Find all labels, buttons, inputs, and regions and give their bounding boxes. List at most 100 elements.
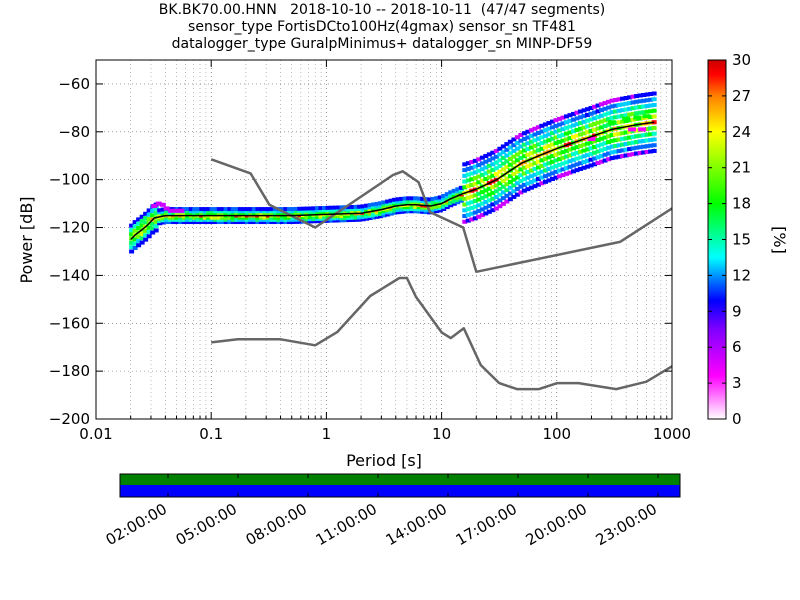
density-cell — [392, 208, 398, 213]
density-cell — [462, 185, 468, 190]
density-cell — [644, 132, 650, 137]
density-cell — [395, 197, 401, 202]
density-cell — [549, 159, 555, 164]
density-cell — [132, 220, 138, 225]
density-cell — [139, 214, 145, 219]
density-cell — [174, 220, 180, 225]
density-cell — [406, 207, 412, 212]
density-cell — [374, 201, 380, 206]
density-cell — [578, 121, 584, 126]
density-cell — [185, 207, 191, 212]
density-cell — [595, 160, 601, 165]
density-cell — [346, 218, 352, 223]
density-cell — [504, 182, 510, 187]
density-cell — [542, 128, 548, 133]
density-cell — [262, 220, 268, 225]
density-cell — [634, 134, 640, 139]
density-cell — [518, 184, 524, 189]
density-cell — [206, 217, 212, 222]
density-cell — [507, 145, 513, 150]
density-cell — [507, 185, 513, 190]
density-cell — [462, 179, 468, 184]
density-cell — [300, 208, 306, 213]
density-cell — [613, 109, 619, 114]
colorbar-tick-label: 18 — [732, 195, 751, 213]
density-cell — [469, 217, 475, 222]
density-cell — [185, 220, 191, 225]
density-cell — [518, 167, 524, 172]
density-cell — [385, 203, 391, 208]
density-cell — [465, 201, 471, 206]
density-cell — [623, 136, 629, 141]
density-cell — [602, 135, 608, 140]
density-cell — [265, 215, 271, 220]
density-cell — [476, 191, 482, 196]
density-cell — [553, 158, 559, 163]
density-cell — [350, 209, 356, 214]
density-cell — [213, 211, 219, 216]
density-cell — [511, 171, 517, 176]
density-cell — [251, 217, 257, 222]
density-cell — [265, 211, 271, 216]
density-cell — [237, 209, 243, 214]
density-cell — [595, 155, 601, 160]
colorbar-ticks: 0 3 6 9 12 15 18 21 24 27 30 — [708, 51, 751, 428]
density-cell — [514, 146, 520, 151]
density-cell — [360, 208, 366, 213]
density-cell — [234, 217, 240, 222]
density-cell — [490, 156, 496, 161]
density-cell — [486, 204, 492, 209]
density-cell — [602, 147, 608, 152]
density-cell — [609, 150, 615, 155]
density-cell — [374, 210, 380, 215]
density-cell — [546, 120, 552, 125]
density-cell — [528, 162, 534, 167]
density-cell — [150, 226, 156, 231]
density-cell — [192, 220, 198, 225]
density-cell — [469, 177, 475, 182]
density-cell — [160, 209, 166, 214]
density-cell — [448, 190, 454, 195]
density-cell — [160, 211, 166, 216]
density-cell — [514, 135, 520, 140]
density-cell — [136, 238, 142, 243]
density-cell — [581, 108, 587, 113]
density-cell — [188, 211, 194, 216]
density-cell — [532, 138, 538, 143]
curves — [130, 121, 672, 391]
density-cell — [444, 202, 450, 207]
density-cell — [567, 147, 573, 152]
density-cell — [195, 209, 201, 214]
density-cell — [623, 101, 629, 106]
density-cell — [413, 198, 419, 203]
density-cell — [160, 216, 166, 221]
density-cell — [258, 209, 264, 214]
density-cell — [339, 218, 345, 223]
density-cell — [567, 164, 573, 169]
density-cell — [599, 119, 605, 124]
density-cell — [290, 219, 296, 224]
density-cell — [325, 214, 331, 219]
density-cell — [343, 207, 349, 212]
density-cell — [283, 217, 289, 222]
density-cell — [181, 217, 187, 222]
density-cell — [244, 209, 250, 214]
density-cell — [627, 147, 633, 152]
density-cell — [542, 179, 548, 184]
density-cell — [371, 206, 377, 211]
density-cell — [493, 160, 499, 165]
density-cell — [329, 210, 335, 215]
density-cell — [507, 174, 513, 179]
density-cell — [364, 212, 370, 217]
density-cell — [136, 243, 142, 248]
density-cell — [592, 110, 598, 115]
density-cell — [283, 209, 289, 214]
density-cell — [641, 93, 647, 98]
density-cell — [171, 211, 177, 216]
density-cell — [188, 209, 194, 214]
density-cell — [220, 217, 226, 222]
density-cell — [518, 132, 524, 137]
density-cell — [339, 209, 345, 214]
density-cell — [528, 139, 534, 144]
density-cell — [560, 132, 566, 137]
